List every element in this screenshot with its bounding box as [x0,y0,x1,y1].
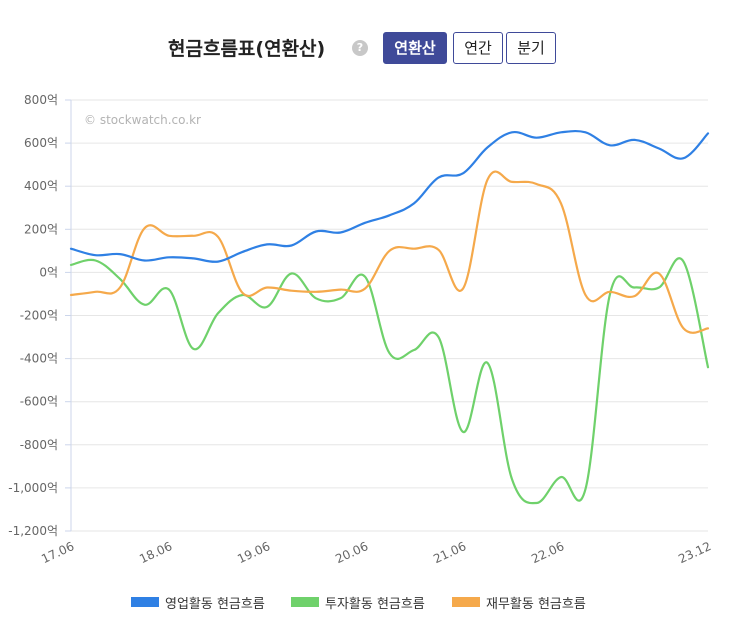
tab-annual[interactable]: 연간 [453,32,503,64]
y-tick-label: 0억 [39,265,58,279]
y-tick-label: -800억 [20,438,58,452]
legend-item-operating[interactable]: 영업활동 현금흐름 [131,592,265,612]
x-tick-label: 20.06 [333,539,370,566]
series-line-financing[interactable] [69,170,710,334]
legend-label-financing: 재무활동 현금흐름 [486,596,586,612]
legend-label-operating: 영업활동 현금흐름 [165,596,265,612]
y-tick-label: -1,200억 [8,524,58,538]
series-line-operating[interactable] [69,129,710,263]
legend-item-financing[interactable]: 재무활동 현금흐름 [452,592,586,612]
chart-header: 현금흐름표(연환산) ? 연환산 연간 분기 [0,30,740,68]
x-tick-label: 17.06 [39,539,76,566]
legend-label-investing: 투자활동 현금흐름 [325,596,425,612]
legend-swatch-financing [452,597,480,607]
y-tick-label: -1,000억 [8,481,58,495]
chart-legend: 영업활동 현금흐름 투자활동 현금흐름 재무활동 현금흐름 [0,592,740,612]
y-tick-label: 600억 [24,136,58,150]
series-line-investing[interactable] [69,257,710,505]
y-tick-label: -600억 [20,395,58,409]
x-tick-label: 18.06 [137,539,174,566]
x-tick-label: 21.06 [431,539,468,566]
x-tick-label: 22.06 [529,539,566,566]
x-tick-label: 19.06 [235,539,272,566]
tab-quarterly[interactable]: 분기 [506,32,556,64]
legend-swatch-investing [291,597,319,607]
y-tick-label: 200억 [24,222,58,236]
page-title: 현금흐름표(연환산) [168,38,326,60]
y-tick-label: 800억 [24,93,58,107]
y-tick-label: -400억 [20,352,58,366]
tab-annualized[interactable]: 연환산 [383,32,447,64]
y-tick-label: 400억 [24,179,58,193]
cashflow-line-chart: © stockwatch.co.kr 800억 600억 400억 200억 0억 -20… [8,93,713,566]
x-tick-label: 23.12 [676,539,713,566]
help-icon[interactable]: ? [352,40,368,56]
legend-item-investing[interactable]: 투자활동 현금흐름 [291,592,425,612]
y-tick-label: -200억 [20,309,58,323]
legend-swatch-operating [131,597,159,607]
watermark-text: © stockwatch.co.kr [84,113,201,127]
